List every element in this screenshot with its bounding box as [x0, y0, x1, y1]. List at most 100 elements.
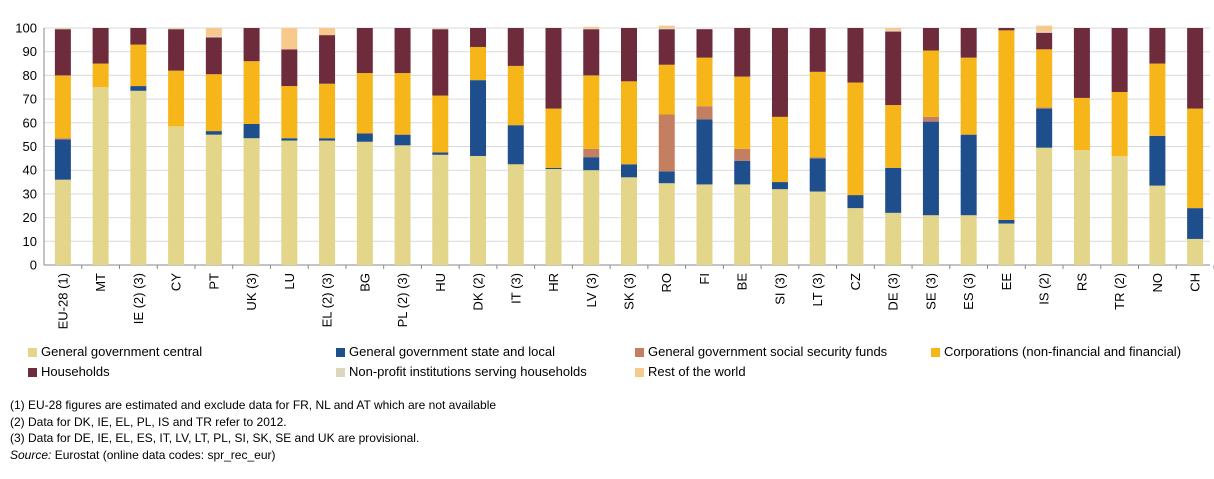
bar-segment-5-1	[243, 123, 260, 139]
legend-item: Non-profit institutions serving househol…	[336, 362, 587, 382]
bar-segment-1-3	[92, 63, 109, 88]
bar-segment-26-5	[1036, 31, 1053, 33]
x-tick-label: DK (2)	[471, 273, 486, 311]
bar-segment-28-0	[1111, 155, 1128, 265]
legend-label: General government central	[41, 344, 203, 359]
bar-segment-22-5	[885, 30, 902, 32]
legend-item: General government central	[28, 342, 202, 362]
bar-segment-15-4	[621, 28, 637, 82]
x-tick-label: BG	[357, 273, 372, 292]
bar-segment-8-1	[356, 133, 373, 142]
x-tick-label: BE	[735, 273, 750, 291]
bar-segment-3-0	[168, 126, 185, 265]
bar-segment-17-1	[696, 119, 713, 185]
bar-segment-15-3	[621, 81, 637, 165]
bar-segment-23-3	[922, 50, 939, 117]
legend-label: General government state and local	[349, 344, 555, 359]
bar-segment-14-4	[583, 29, 600, 76]
bar-segment-1-4	[92, 28, 109, 64]
footnote-1: (1) EU-28 figures are estimated and excl…	[10, 398, 497, 412]
bar-segment-18-4	[734, 28, 751, 77]
bar-segment-30-0	[1187, 238, 1204, 265]
bar-segment-18-0	[734, 184, 751, 265]
bar-segment-22-1	[885, 167, 902, 213]
bar-segment-26-3	[1036, 49, 1053, 108]
bar-segment-4-5	[205, 36, 222, 38]
bar-segment-29-3	[1149, 63, 1166, 136]
bar-segment-2-3	[130, 44, 147, 87]
bar-segment-9-4	[394, 28, 411, 74]
y-tick-label: 80	[23, 68, 37, 83]
x-tick-label: CZ	[848, 273, 863, 290]
x-tick-label: IS (2)	[1037, 273, 1052, 305]
legend-swatch	[635, 347, 644, 357]
chart-legend: General government central General govern…	[28, 342, 1214, 382]
x-tick-label: SE (3)	[923, 273, 938, 310]
x-tick-label: CH	[1188, 273, 1203, 292]
bar-segment-26-2	[1036, 107, 1053, 109]
bar-segment-18-2	[734, 148, 751, 161]
bar-segment-13-0	[545, 169, 562, 265]
legend-label: Non-profit institutions serving househol…	[349, 364, 587, 379]
bar-segment-19-3	[771, 116, 788, 183]
bar-segment-21-4	[847, 28, 864, 83]
bar-segment-22-6	[885, 28, 902, 31]
bar-segment-1-0	[92, 87, 109, 265]
x-tick-label: IE (2) (3)	[131, 273, 146, 324]
bar-segment-4-0	[205, 134, 222, 265]
bar-segment-22-0	[885, 212, 902, 265]
bar-segment-25-3	[998, 30, 1015, 220]
legend-swatch	[336, 367, 345, 377]
bar-segment-0-4	[54, 29, 71, 76]
bar-segment-9-3	[394, 73, 411, 135]
legend-swatch	[28, 367, 37, 377]
bar-segment-5-4	[243, 28, 260, 62]
bar-segment-0-3	[54, 75, 71, 139]
bar-segment-2-0	[130, 90, 147, 266]
bar-segment-24-1	[960, 134, 977, 216]
bar-segment-11-1	[470, 80, 487, 156]
legend-label: Rest of the world	[648, 364, 746, 379]
bar-segment-14-2	[583, 148, 600, 158]
y-tick-label: 40	[23, 163, 37, 178]
bar-segment-19-4	[771, 28, 788, 117]
bar-segment-23-2	[922, 116, 939, 122]
bar-segment-16-5	[658, 28, 675, 30]
x-tick-label: ES (3)	[961, 273, 976, 310]
bar-segment-26-6	[1036, 25, 1053, 32]
bar-segment-7-3	[319, 83, 336, 139]
bar-segment-20-0	[809, 191, 826, 265]
x-tick-label: FI	[697, 273, 712, 285]
bar-segment-7-4	[319, 35, 336, 84]
bar-segment-6-1	[281, 138, 298, 141]
bar-segment-14-3	[583, 75, 600, 149]
bar-segment-4-6	[205, 28, 222, 37]
y-tick-label: 10	[23, 234, 37, 249]
y-tick-label: 30	[23, 186, 37, 201]
legend-swatch	[931, 347, 940, 357]
bar-segment-10-3	[432, 95, 449, 153]
bar-segment-11-0	[470, 155, 487, 265]
bar-segment-26-1	[1036, 108, 1053, 148]
bar-segment-22-3	[885, 105, 902, 168]
bar-segment-20-4	[809, 28, 826, 72]
x-tick-label: UK (3)	[244, 273, 259, 311]
bar-segment-20-3	[809, 71, 826, 158]
bar-segment-4-1	[205, 131, 222, 135]
bar-segment-15-1	[621, 164, 637, 178]
bar-segment-24-0	[960, 215, 977, 265]
legend-item: General government state and local	[336, 342, 555, 362]
bar-segment-23-0	[922, 215, 939, 265]
x-tick-label: DE (3)	[886, 273, 901, 311]
legend-swatch	[336, 347, 345, 357]
bar-segment-24-4	[960, 28, 977, 58]
bar-segment-2-1	[130, 86, 147, 91]
bar-segment-4-4	[205, 37, 222, 75]
bar-segment-21-3	[847, 82, 864, 196]
bar-segment-4-3	[205, 74, 222, 132]
bar-segment-25-1	[998, 219, 1015, 224]
bar-segment-6-0	[281, 140, 298, 265]
bar-segment-0-0	[54, 179, 71, 265]
legend-swatch	[635, 367, 644, 377]
y-tick-label: 20	[23, 210, 37, 225]
